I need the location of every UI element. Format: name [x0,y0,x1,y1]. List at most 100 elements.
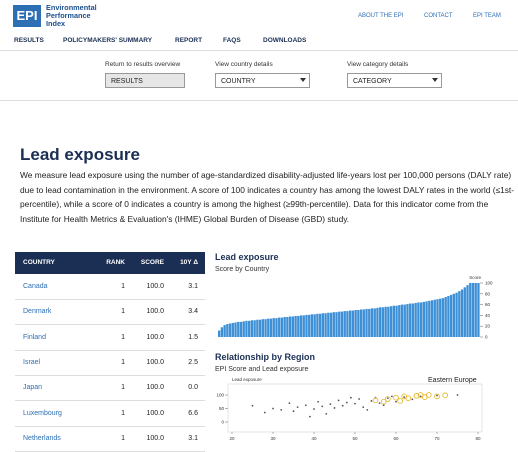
table-cell: 1 [121,358,125,366]
scatter-point [378,402,381,404]
top-link[interactable]: CONTACT [424,13,453,19]
country-link[interactable]: Denmark [23,308,52,316]
scatter-point [395,400,397,403]
table-row: Finland 1 100.0 1.5 [15,325,205,351]
bar [447,295,450,337]
plot-frame [227,383,483,433]
country-select[interactable]: COUNTRY [215,73,310,88]
bar [308,314,311,337]
y-tick-label: 0 [221,420,224,425]
bar [239,321,243,337]
bar [406,304,409,337]
column-header: RANK [106,259,125,266]
bar [291,316,295,337]
table-cell: 0.0 [188,384,198,392]
country-link[interactable]: Japan [23,384,43,392]
scatter-point [397,398,403,404]
bar [338,311,341,337]
scatter-point [456,394,459,396]
logo-mark[interactable]: EPI [13,5,41,27]
bar [340,311,344,337]
bar [231,322,234,337]
table-cell: 1 [121,283,125,290]
table-cell: 3.1 [188,434,198,442]
logo-line: Environmental [46,3,97,12]
bar [411,303,415,337]
nav-link[interactable]: DOWNLOADS [263,37,307,44]
top-link[interactable]: ABOUT THE EPI [358,13,404,19]
country-link[interactable]: Canada [23,283,48,290]
bar [400,304,404,337]
table-cell: 3.1 [188,283,198,290]
bar [335,312,338,337]
bar [395,305,398,337]
nav-link[interactable]: RESULTS [14,37,44,44]
bar [313,314,316,337]
table-row: Luxembourg 1 100.0 6.6 [15,401,205,427]
bar [299,315,303,337]
nav-link[interactable]: POLICYMAKERS' SUMMARY [63,37,153,44]
table-cell: 1 [121,333,125,341]
bar [460,289,464,337]
bar [310,314,314,337]
bar [223,325,226,337]
scatter-point [292,410,295,413]
country-link[interactable]: Luxembourg [23,409,62,417]
ranking-table: COUNTRY RANK SCORE 10Y Δ Canada 1 100.0 3.1 Denm… [15,252,205,452]
bar [441,298,445,337]
bar [428,300,431,337]
table-row: Israel 1 100.0 2.5 [15,350,205,376]
scatter-point [434,393,440,400]
scatter-point [386,397,389,400]
results-button[interactable]: RESULTS [105,73,185,88]
table-cell: 1 [121,434,125,442]
bar [226,324,229,337]
scatter-point [436,394,438,397]
scatter-point [309,415,311,418]
bar [253,320,256,337]
bar [272,318,275,337]
bar [452,293,456,337]
scatter-point [251,404,254,407]
scatter-point [263,411,266,414]
bar [392,305,395,337]
table-cell: 100.0 [146,283,164,290]
nav-link[interactable]: FAQS [223,37,241,44]
y-tick-label: 80 [485,291,491,296]
scatter-point [354,402,356,405]
bar [439,298,442,337]
series-label: Eastern Europe [428,377,477,384]
scatter-point [362,406,365,409]
bar [218,330,221,337]
scatter-point [317,400,319,403]
nav-link[interactable]: REPORT [175,37,203,44]
bar [248,320,251,337]
table-cell: 3.4 [188,308,198,316]
bar [414,302,417,337]
scatter-point [393,394,399,401]
scatter-point [419,395,422,398]
chart-title: Relationship by Region [215,352,315,362]
scatter-point [325,413,328,415]
heading: Lead exposure [20,145,140,164]
bar [398,305,401,337]
category-select[interactable]: CATEGORY [347,73,442,88]
top-link[interactable]: EPI TEAM [473,13,501,19]
table-row: Japan 1 100.0 0.0 [15,375,205,402]
country-link[interactable]: Israel [23,358,41,366]
country-link[interactable]: Netherlands [23,434,61,442]
bar [256,319,259,337]
country-link[interactable]: Finland [23,333,46,341]
scatter-point [403,396,406,399]
bar [422,301,426,337]
logo-text[interactable]: Environmental Performance Index [46,4,97,28]
bar [297,315,300,337]
bar [280,317,284,337]
divider [0,100,518,101]
table-row: Denmark 1 100.0 3.4 [15,299,205,326]
column-header: SCORE [140,259,164,266]
bar [264,319,267,337]
bar [449,294,453,337]
bar [455,292,458,337]
